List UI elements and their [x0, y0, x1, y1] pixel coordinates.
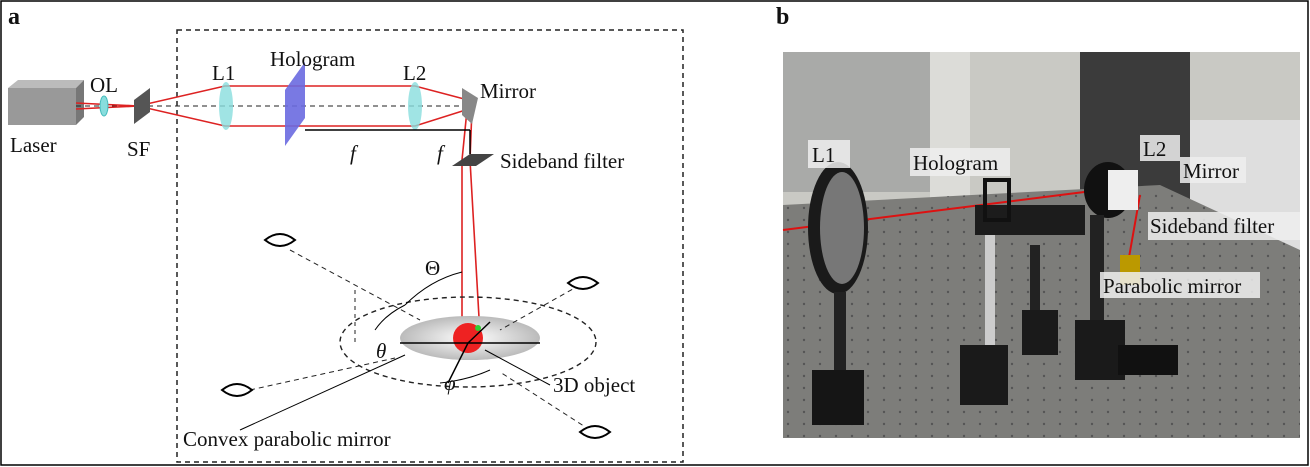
panel-a-diagram-path: [375, 305, 405, 330]
panel-b-photo-rect: [930, 52, 970, 202]
panel-b-photo-rect: [1090, 215, 1104, 325]
panel-b-photo-rect: [812, 370, 864, 425]
panel-a-diagram-path: [222, 384, 252, 396]
panel-a-labels-label: Hologram: [270, 47, 355, 71]
panel-b-photo-rect: [1022, 310, 1058, 355]
panel-a-diagram-ellipse: [100, 96, 108, 116]
panel-a-diagram-ellipse: [219, 82, 233, 130]
panel-a-diagram-polyline: [470, 108, 480, 335]
panel-a-diagram-circle: [475, 325, 481, 331]
panel-b-labels-label: Hologram: [913, 151, 998, 175]
panel-a-diagram-line: [250, 358, 395, 390]
panel-a-diagram-rect: [177, 30, 683, 462]
panel-a-labels-label: Laser: [10, 133, 57, 157]
panel-a-diagram-rect: [8, 88, 76, 125]
panel-a-labels-label: 3D object: [553, 373, 635, 397]
panel-a-labels-label: L2: [403, 61, 426, 85]
panel-b-photo-rect: [1118, 345, 1178, 375]
panel-a-diagram-polyline: [462, 100, 468, 335]
panel-a-labels-label: φ: [444, 371, 456, 395]
panel-a-diagram-polygon: [8, 80, 84, 88]
panel-b-labels-label: b: [776, 4, 789, 30]
panel-b-photo-rect: [1075, 320, 1125, 380]
panel-a-labels-label: a: [8, 4, 20, 30]
panel-a-diagram-line: [240, 355, 405, 430]
panel-a-diagram-polygon: [462, 88, 478, 124]
panel-a-diagram-path: [265, 234, 295, 246]
panel-b-photo: [783, 52, 1300, 438]
panel-a-diagram-ellipse: [408, 82, 422, 130]
panel-b-photo-rect: [960, 345, 1008, 405]
panel-a-labels-label: f: [437, 141, 446, 165]
figure: a OL L1 Hologram L2 Mirror Laser SF f f …: [0, 0, 1310, 467]
panel-b-photo-rect: [1030, 245, 1040, 315]
panel-b-labels-label: Mirror: [1183, 159, 1239, 183]
panel-a-diagram-polygon: [452, 154, 494, 166]
panel-a-labels-label: f: [350, 141, 359, 165]
panel-a-labels-label: L1: [212, 61, 235, 85]
panel-a-labels-label: Sideband filter: [500, 149, 624, 173]
panel-a-labels-label: Convex parabolic mirror: [183, 427, 391, 451]
panel-b-labels-label: Sideband filter: [1150, 214, 1274, 238]
panel-a-diagram-line: [485, 350, 550, 385]
panel-b-labels-label: Parabolic mirror: [1103, 274, 1241, 298]
panel-a-diagram-polygon: [134, 88, 150, 124]
panel-b-photo-rect: [834, 292, 846, 372]
panel-a-diagram-polygon: [285, 62, 305, 146]
panel-a-labels-label: θ: [376, 339, 386, 363]
panel-b-photo-rect: [1108, 170, 1138, 210]
panel-a-labels-label: OL: [90, 73, 118, 97]
panel-b-photo-ellipse: [820, 172, 864, 284]
panel-a-labels: a OL L1 Hologram L2 Mirror Laser SF f f …: [8, 4, 635, 451]
panel-a-diagram-path: [568, 277, 598, 289]
panel-b-labels-label: L1: [812, 143, 835, 167]
panel-a-labels-label: Mirror: [480, 79, 536, 103]
panel-b-labels-label: L2: [1143, 137, 1166, 161]
panel-a-labels-label: Θ: [425, 256, 440, 280]
panel-a-diagram-path: [580, 426, 610, 438]
panel-a-labels-label: SF: [127, 137, 150, 161]
